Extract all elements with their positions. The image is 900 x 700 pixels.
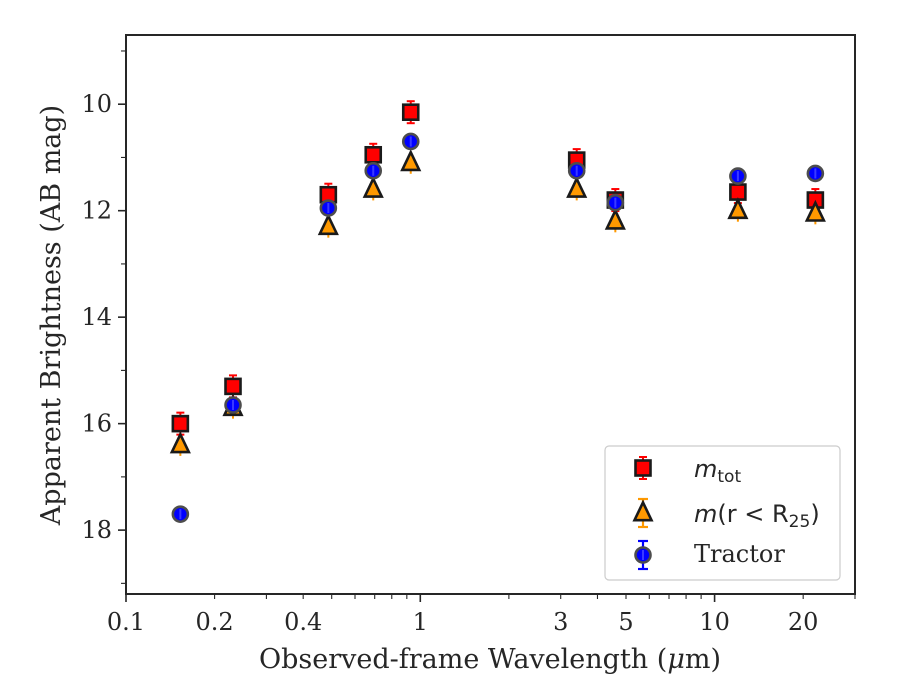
legend: mtot m(r < R25) Tractor — [604, 445, 841, 581]
data-point-m-r25 — [727, 197, 749, 222]
data-point-m-r25 — [566, 175, 588, 201]
data-point-tractor — [806, 164, 825, 183]
legend-entry-tractor: Tractor — [634, 539, 785, 571]
x-tick-label: 3 — [553, 608, 568, 636]
plot-frame — [125, 34, 856, 595]
data-point-tractor — [364, 161, 383, 180]
series-m_r25 — [169, 149, 826, 456]
series-m_tot — [171, 100, 825, 436]
legend-label-tractor: Tractor — [694, 540, 785, 568]
y-axis-label: Apparent Brightness (AB mag) — [36, 105, 67, 526]
x-axis-label: Observed-frame Wavelength (μm) — [259, 644, 721, 675]
data-point-m-tot — [224, 374, 242, 399]
data-point-tractor — [224, 396, 242, 414]
x-tick-label: 5 — [618, 608, 633, 636]
data-point-tractor — [729, 167, 747, 185]
x-tick-label: 20 — [788, 608, 819, 636]
y-axis-ticks: 10 12 14 16 18 — [81, 50, 126, 584]
data-point-m-r25 — [317, 213, 339, 238]
x-tick-label: 10 — [699, 608, 730, 636]
legend-circle-marker-icon — [634, 539, 652, 571]
x-tick-label: 1 — [413, 608, 428, 636]
x-tick-label: 0.2 — [196, 608, 234, 636]
y-tick-label: 12 — [81, 197, 112, 225]
data-point-m-r25 — [169, 431, 191, 456]
legend-label-m-r25: m(r < R25) — [694, 500, 820, 532]
x-axis-ticks: 0.1 0.2 0.4 1 3 5 10 20 — [107, 594, 856, 636]
legend-marker — [632, 499, 654, 524]
y-tick-label: 18 — [81, 516, 112, 544]
series-tractor — [171, 132, 825, 523]
legend-entry-m-tot: mtot — [634, 455, 741, 487]
x-tick-label: 0.1 — [107, 608, 145, 636]
legend-label-m-tot: mtot — [694, 455, 741, 487]
legend-square-marker-icon — [634, 456, 652, 480]
data-point-m-tot — [401, 100, 420, 125]
y-tick-label: 14 — [81, 303, 112, 331]
legend-triangle-marker-icon — [632, 497, 654, 529]
data-point-m-r25 — [804, 199, 826, 225]
data-markers — [169, 100, 826, 523]
y-tick-label: 16 — [81, 410, 112, 438]
data-point-tractor — [567, 161, 586, 180]
data-point-tractor — [319, 199, 338, 217]
data-point-tractor — [606, 193, 625, 212]
legend-entry-m-r25: m(r < R25) — [632, 497, 820, 532]
data-point-m-r25 — [362, 175, 384, 201]
legend-box — [604, 445, 841, 581]
legend-marker — [634, 546, 652, 564]
data-point-m-tot — [171, 411, 190, 436]
data-point-tractor — [171, 505, 190, 523]
data-point-m-r25 — [604, 207, 626, 233]
x-tick-label: 0.4 — [284, 608, 322, 636]
y-tick-label: 10 — [81, 90, 112, 118]
data-point-tractor — [401, 132, 420, 151]
legend-marker — [634, 456, 652, 480]
data-point-m-r25 — [400, 149, 422, 174]
